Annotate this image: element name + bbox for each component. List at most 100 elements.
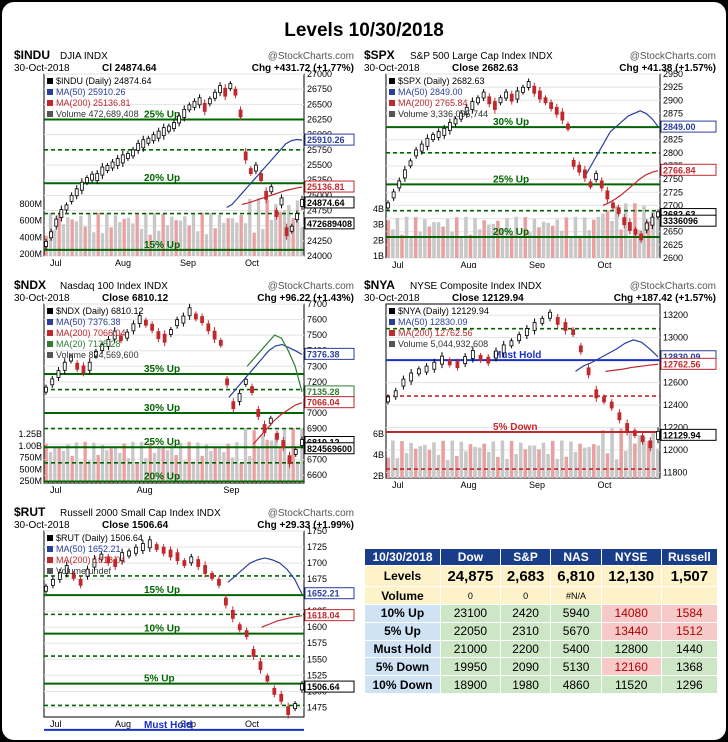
table-cell: 2420 [499,604,552,623]
table-cell: 22050 [439,621,501,641]
level-label: 35% Up [144,364,180,375]
volume-bar [87,213,92,256]
chart-index-name: NYSE Composite Index INDX [410,281,542,292]
volume-bar [491,223,496,258]
value-tag [660,214,717,227]
volume-bar [222,452,226,483]
value-tag [660,428,717,441]
volume-tick-label: 800M [19,199,42,209]
volume-bar [642,436,646,478]
volume-bar [135,214,139,256]
value-tag-label: 12129.94 [663,430,701,440]
x-tick-label: Oct [245,719,260,729]
volume-bar [269,219,274,256]
y-tick-label: 12200 [663,422,688,432]
volume-bar [486,451,491,478]
y-tick-label: 2925 [663,82,683,92]
price-candle [87,361,92,371]
volume-bar [256,198,261,256]
ma-line-ma200 [605,363,659,372]
volume-bar [651,432,655,478]
volume-bar [183,216,187,256]
price-candle [293,703,297,709]
price-candle [594,173,599,180]
y-tick-label: 1525 [307,670,327,680]
table-cell: 11520 [600,675,662,694]
y-tick-label: 2800 [663,148,683,158]
price-candle [639,233,644,241]
y-tick-label: 24250 [307,236,332,246]
volume-bar [66,217,70,256]
legend-swatch [47,89,53,95]
price-candle [409,372,414,382]
chart-index-name: S&P 500 Large Cap Index INDX [410,51,553,62]
price-candle [431,134,435,140]
value-tag-label: 1506.64 [307,682,340,692]
price-candle [69,194,74,202]
value-tag [660,120,717,133]
volume-bar [165,450,170,483]
volume-bar [131,223,135,256]
volume-bar [139,228,144,256]
table-row: Levels 24,875 2,683 6,810 12,130 1,507 [364,564,719,588]
volume-bar [287,204,291,256]
volume-bar [468,234,473,258]
price-candle [447,359,452,366]
volume-bar [418,231,423,258]
volume-bar [100,444,105,483]
volume-bar [217,446,222,483]
price-candle [554,106,559,115]
legend-entry: MA(50) 1652.21 [56,544,121,554]
x-tick-label: Jul [392,480,404,490]
volume-bar [174,455,178,483]
volume-bar [450,440,454,478]
x-tick-label: Aug [137,485,153,495]
table-cell: 12160 [600,657,662,677]
price-candle [393,390,398,398]
table-cell: #N/A [550,586,602,606]
price-candle [293,448,298,455]
y-tick-label: 2625 [663,240,683,250]
volume-bar [468,444,473,478]
volume-bar [70,219,74,256]
price-candle [424,365,429,373]
table-row: Volume 0 0 #N/A [364,586,719,606]
volume-bar [482,443,486,478]
price-candle [586,367,591,376]
plot-area [43,303,305,484]
price-candle [105,165,110,171]
chart-index-name: DJIA INDX [60,51,108,62]
value-tag [304,609,355,622]
volume-bar [300,227,304,256]
price-candle [237,392,242,402]
level-label: 20% Up [144,173,180,184]
volume-bar [282,210,287,256]
volume-bar [204,234,209,256]
table-cell [660,586,719,606]
volume-bar [217,214,222,256]
price-candle [577,164,582,173]
legend-entry: $NDX (Daily) 6810.12 [56,306,144,316]
volume-bar [48,452,53,483]
price-candle [386,202,390,209]
volume-bar [113,215,118,256]
price-candle [141,139,146,149]
price-candle [248,168,253,174]
volume-bar [409,442,413,478]
volume-bar [441,440,445,478]
value-tag-label: 25910.26 [307,135,345,145]
price-candle [258,661,263,671]
volume-bar [569,441,573,478]
ma-line-ma50 [575,339,659,372]
price-candle [161,127,166,137]
row-label: 10% Down [364,675,441,694]
price-candle [492,101,497,110]
table-cell: 18900 [439,675,501,694]
volume-bar [432,222,436,258]
ma-line-ma200 [252,402,303,445]
volume-bar [509,440,514,478]
volume-bar [118,222,122,256]
volume-bar [222,222,226,256]
legend-swatch [389,100,395,106]
table-cell: 2,683 [499,564,552,588]
